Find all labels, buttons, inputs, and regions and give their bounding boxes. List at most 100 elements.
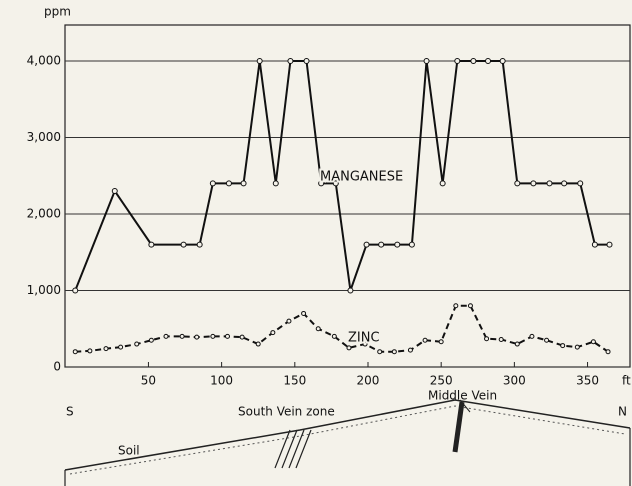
point: [362, 341, 368, 347]
point: [423, 57, 430, 64]
y-tick-label: 0: [53, 360, 61, 374]
point: [72, 287, 79, 294]
point: [255, 341, 261, 347]
point: [315, 326, 321, 332]
x-tick-label: 300: [503, 374, 526, 388]
point: [363, 241, 370, 248]
x-tick-label: 50: [141, 374, 156, 388]
point: [347, 287, 354, 294]
point: [148, 337, 154, 343]
point: [606, 241, 613, 248]
point: [591, 241, 598, 248]
point: [546, 180, 553, 187]
point: [439, 180, 446, 187]
point: [529, 333, 535, 339]
x-axis-label: ft: [622, 374, 631, 388]
point: [408, 241, 415, 248]
point: [332, 180, 339, 187]
x-tick-label: 150: [283, 374, 306, 388]
cross-section: S N South Vein zone Middle Vein Soil: [64, 389, 631, 486]
point: [407, 347, 413, 353]
point: [225, 180, 232, 187]
point: [394, 241, 401, 248]
y-tick-label: 4,000: [27, 53, 61, 67]
point: [467, 303, 473, 309]
point: [239, 334, 245, 340]
x-tick-label: 200: [357, 374, 380, 388]
soil-label: Soil: [118, 444, 140, 458]
north-label: N: [618, 405, 627, 419]
point: [256, 57, 263, 64]
point: [287, 57, 294, 64]
y-axis-label: ppm: [44, 5, 71, 19]
middle-vein-pointer: [459, 399, 471, 413]
series-label: ZINC: [348, 331, 380, 346]
point: [514, 341, 520, 347]
ground-surface: [64, 399, 631, 471]
point: [484, 336, 490, 342]
point: [179, 333, 185, 339]
point: [111, 188, 118, 195]
point: [499, 57, 506, 64]
point: [544, 337, 550, 343]
south-vein-lines: [274, 429, 312, 469]
point: [530, 180, 537, 187]
point: [453, 303, 459, 309]
section-frame: [64, 428, 631, 486]
point: [270, 330, 276, 336]
x-tick-label: 100: [210, 374, 233, 388]
point: [438, 339, 444, 345]
point: [163, 333, 169, 339]
point: [577, 180, 584, 187]
soil-layer: [69, 405, 626, 475]
south-vein-label: South Vein zone: [238, 405, 335, 419]
point: [286, 318, 292, 324]
middle-vein: [452, 401, 465, 453]
point: [224, 333, 230, 339]
point: [180, 241, 187, 248]
series-line: [75, 304, 609, 353]
point: [422, 337, 428, 343]
point: [346, 345, 352, 351]
point: [560, 343, 566, 349]
point: [514, 180, 521, 187]
middle-vein-label: Middle Vein: [428, 389, 497, 403]
point: [210, 333, 216, 339]
point: [454, 57, 461, 64]
point: [498, 336, 504, 342]
point: [72, 349, 78, 355]
point: [134, 341, 140, 347]
y-tick-label: 2,000: [27, 206, 61, 220]
point: [590, 339, 596, 345]
y-tick-label: 1,000: [27, 283, 61, 297]
point: [574, 344, 580, 350]
point: [118, 344, 124, 350]
point: [194, 334, 200, 340]
point: [470, 57, 477, 64]
x-tick-label: 250: [430, 374, 453, 388]
point: [561, 180, 568, 187]
point: [378, 241, 385, 248]
point: [318, 180, 325, 187]
series-label: MANGANESE: [320, 170, 403, 185]
point: [303, 57, 310, 64]
point: [240, 180, 247, 187]
point: [377, 349, 383, 355]
x-tick-label: 350: [576, 374, 599, 388]
point: [196, 241, 203, 248]
point: [209, 180, 216, 187]
point: [148, 241, 155, 248]
point: [605, 349, 611, 355]
point: [272, 180, 279, 187]
y-tick-label: 3,000: [27, 130, 61, 144]
point: [331, 333, 337, 339]
point: [103, 346, 109, 352]
plot-frame: [64, 24, 631, 368]
south-label: S: [66, 405, 74, 419]
point: [391, 349, 397, 355]
point: [485, 57, 492, 64]
point: [87, 348, 93, 354]
point: [301, 310, 307, 316]
